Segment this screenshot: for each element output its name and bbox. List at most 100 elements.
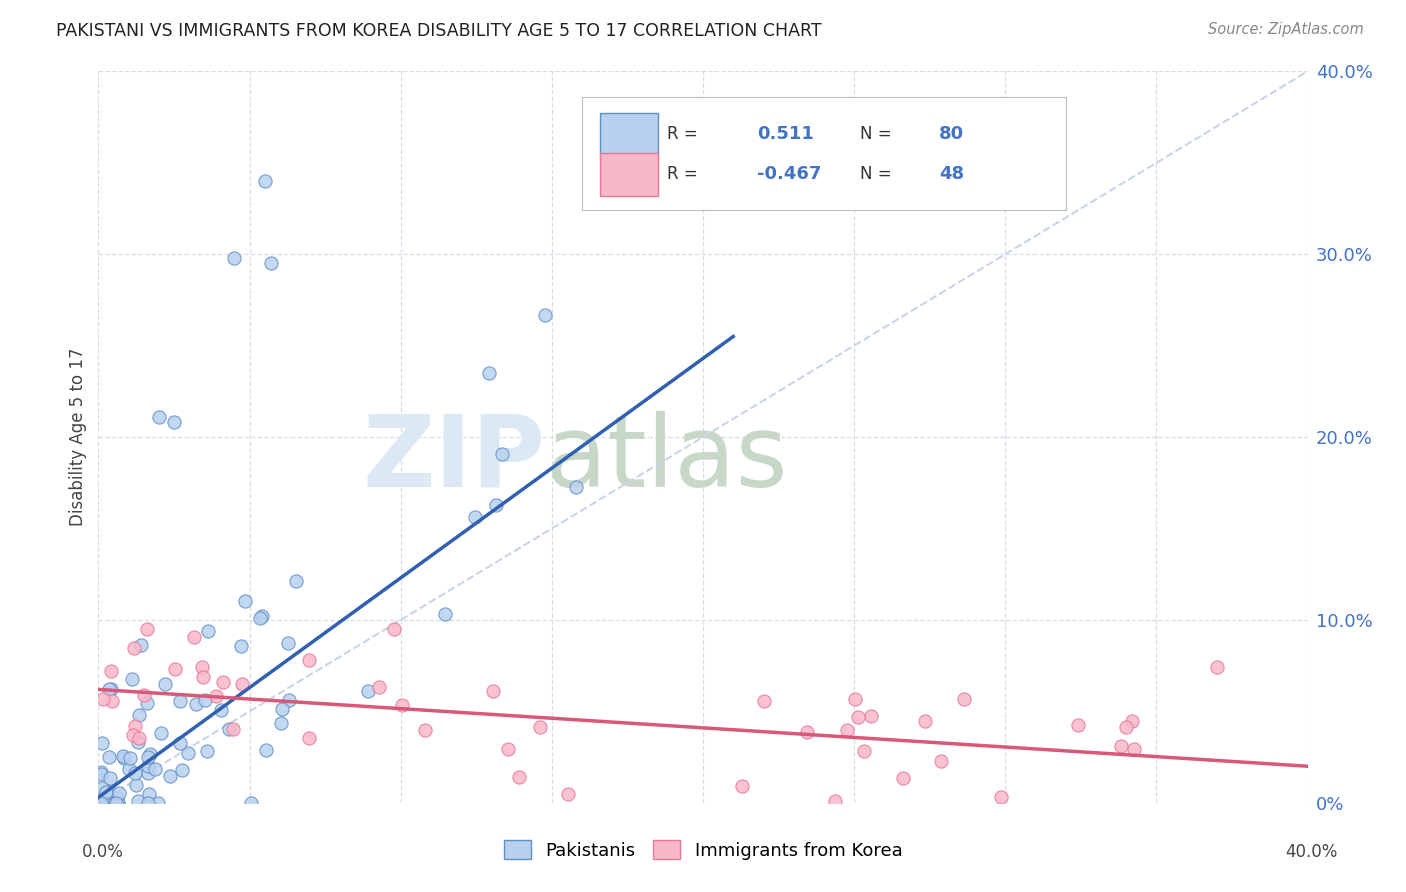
Point xyxy=(565,480,588,494)
Point xyxy=(485,498,508,512)
Point xyxy=(391,698,413,713)
Y-axis label: Disability Age 5 to 17: Disability Age 5 to 17 xyxy=(69,348,87,526)
Point xyxy=(90,764,112,779)
Text: N =: N = xyxy=(860,165,891,183)
FancyBboxPatch shape xyxy=(582,97,1066,211)
Point xyxy=(97,796,120,810)
Point xyxy=(229,639,252,653)
Point xyxy=(952,691,974,706)
Text: -0.467: -0.467 xyxy=(758,165,821,183)
Point xyxy=(143,762,166,776)
Point xyxy=(277,636,299,650)
Point xyxy=(127,794,149,808)
Point xyxy=(136,622,159,636)
Point xyxy=(93,796,115,810)
Point xyxy=(211,674,233,689)
Point xyxy=(124,778,146,792)
Point xyxy=(138,796,160,810)
Point xyxy=(139,747,162,761)
Point xyxy=(96,796,118,810)
Point xyxy=(508,770,530,784)
Point xyxy=(464,510,486,524)
Point xyxy=(136,766,159,780)
Point xyxy=(481,684,503,698)
Point xyxy=(478,367,501,381)
Point xyxy=(240,796,263,810)
Point xyxy=(91,691,114,706)
Point xyxy=(1206,660,1229,674)
Point xyxy=(218,723,240,737)
Point xyxy=(98,785,121,799)
Point xyxy=(853,744,876,758)
Point xyxy=(100,796,122,810)
Point xyxy=(557,788,579,802)
Text: ZIP: ZIP xyxy=(363,410,546,508)
Point xyxy=(128,708,150,723)
Point xyxy=(194,693,217,707)
Point xyxy=(105,796,128,810)
Point xyxy=(136,750,159,764)
Point xyxy=(150,726,173,740)
Point xyxy=(231,677,253,691)
Point xyxy=(118,750,141,764)
Point xyxy=(250,609,273,624)
Point xyxy=(382,622,405,636)
Point xyxy=(844,692,866,706)
Point xyxy=(846,710,869,724)
Point xyxy=(101,694,124,708)
Point xyxy=(91,781,114,796)
Point xyxy=(98,771,121,785)
Point xyxy=(112,750,135,764)
Point xyxy=(97,750,120,764)
Point xyxy=(260,256,283,270)
Point xyxy=(1067,718,1090,732)
Point xyxy=(204,690,226,704)
Point xyxy=(100,664,122,678)
Point xyxy=(254,743,277,757)
Text: PAKISTANI VS IMMIGRANTS FROM KOREA DISABILITY AGE 5 TO 17 CORRELATION CHART: PAKISTANI VS IMMIGRANTS FROM KOREA DISAB… xyxy=(56,22,823,40)
Point xyxy=(731,779,754,793)
Point xyxy=(183,630,205,644)
Point xyxy=(105,790,128,805)
Text: R =: R = xyxy=(666,165,697,183)
Point xyxy=(100,682,122,697)
Point xyxy=(131,638,153,652)
Point xyxy=(124,719,146,733)
Point xyxy=(209,703,232,717)
Point xyxy=(121,672,143,686)
Point xyxy=(107,796,129,810)
Point xyxy=(1121,714,1143,728)
Text: N =: N = xyxy=(860,125,891,143)
Point xyxy=(249,611,271,625)
Point xyxy=(127,735,149,749)
Point xyxy=(184,697,207,711)
Point xyxy=(107,786,129,800)
Point xyxy=(132,688,155,702)
Point xyxy=(94,785,117,799)
Point xyxy=(253,174,276,188)
FancyBboxPatch shape xyxy=(600,113,658,155)
Point xyxy=(1122,742,1144,756)
Point xyxy=(233,594,256,608)
Point xyxy=(796,725,818,739)
Point xyxy=(357,684,380,698)
Point xyxy=(118,763,141,777)
Point xyxy=(107,796,129,810)
Point xyxy=(177,746,200,760)
Point xyxy=(534,308,557,322)
Point xyxy=(90,767,112,781)
Point xyxy=(891,771,914,785)
Point xyxy=(297,653,319,667)
Point xyxy=(138,787,160,801)
Point xyxy=(914,714,936,729)
Text: 48: 48 xyxy=(939,165,965,183)
Point xyxy=(195,744,218,758)
Text: 0.511: 0.511 xyxy=(758,125,814,143)
Point xyxy=(1115,720,1137,734)
Point xyxy=(121,728,143,742)
Point xyxy=(98,682,121,697)
Text: R =: R = xyxy=(666,125,697,143)
Point xyxy=(97,796,120,810)
Point xyxy=(90,736,112,750)
Text: 40.0%: 40.0% xyxy=(1285,843,1339,861)
